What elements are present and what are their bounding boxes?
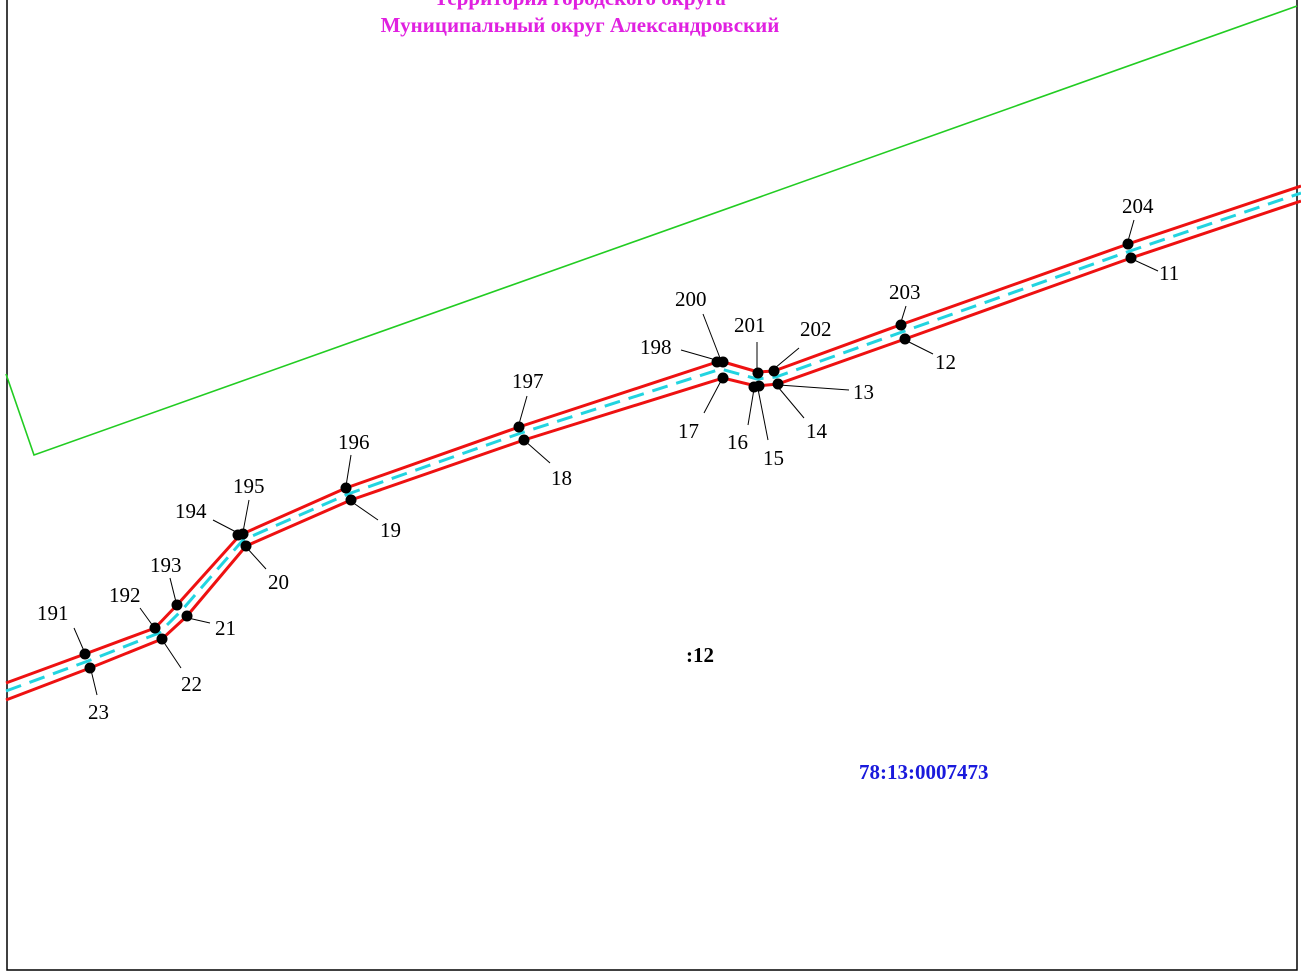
point-label-204: 204	[1122, 194, 1154, 218]
point-label-20: 20	[268, 570, 289, 594]
point-label-203: 203	[889, 280, 921, 304]
point-label-198: 198	[640, 335, 672, 359]
point-label-200: 200	[675, 287, 707, 311]
point-label-13: 13	[853, 380, 874, 404]
point-label-21: 21	[215, 616, 236, 640]
map-title-territory: Территория городского округа	[0, 0, 1160, 11]
point-label-193: 193	[150, 553, 182, 577]
point-label-22: 22	[181, 672, 202, 696]
district-boundary-line	[5, 5, 1298, 457]
pipeline-centerline	[5, 191, 1301, 693]
point-label-191: 191	[37, 601, 69, 625]
map-frame-border	[6, 0, 1298, 971]
point-label-23: 23	[88, 700, 109, 724]
point-label-18: 18	[551, 466, 572, 490]
point-label-19: 19	[380, 518, 401, 542]
point-label-202: 202	[800, 317, 832, 341]
point-label-11: 11	[1159, 261, 1179, 285]
map-title-district: Муниципальный округ Александровский	[380, 13, 780, 37]
cadastral-quarter-label: 78:13:0007473	[859, 760, 989, 784]
point-label-17: 17	[678, 419, 699, 443]
point-label-15: 15	[763, 446, 784, 470]
point-label-14: 14	[806, 419, 828, 443]
point-label-195: 195	[233, 474, 265, 498]
point-label-192: 192	[109, 583, 141, 607]
point-label-197: 197	[512, 369, 544, 393]
point-label-12: 12	[935, 350, 956, 374]
point-label-194: 194	[175, 499, 207, 523]
point-label-196: 196	[338, 430, 370, 454]
vertex-points	[79, 238, 1137, 674]
point-label-201: 201	[734, 313, 766, 337]
parcel-number-label: :12	[686, 643, 714, 667]
leader-lines	[73, 219, 1159, 696]
zone-boundary-lower	[5, 199, 1301, 702]
point-label-16: 16	[727, 430, 748, 454]
